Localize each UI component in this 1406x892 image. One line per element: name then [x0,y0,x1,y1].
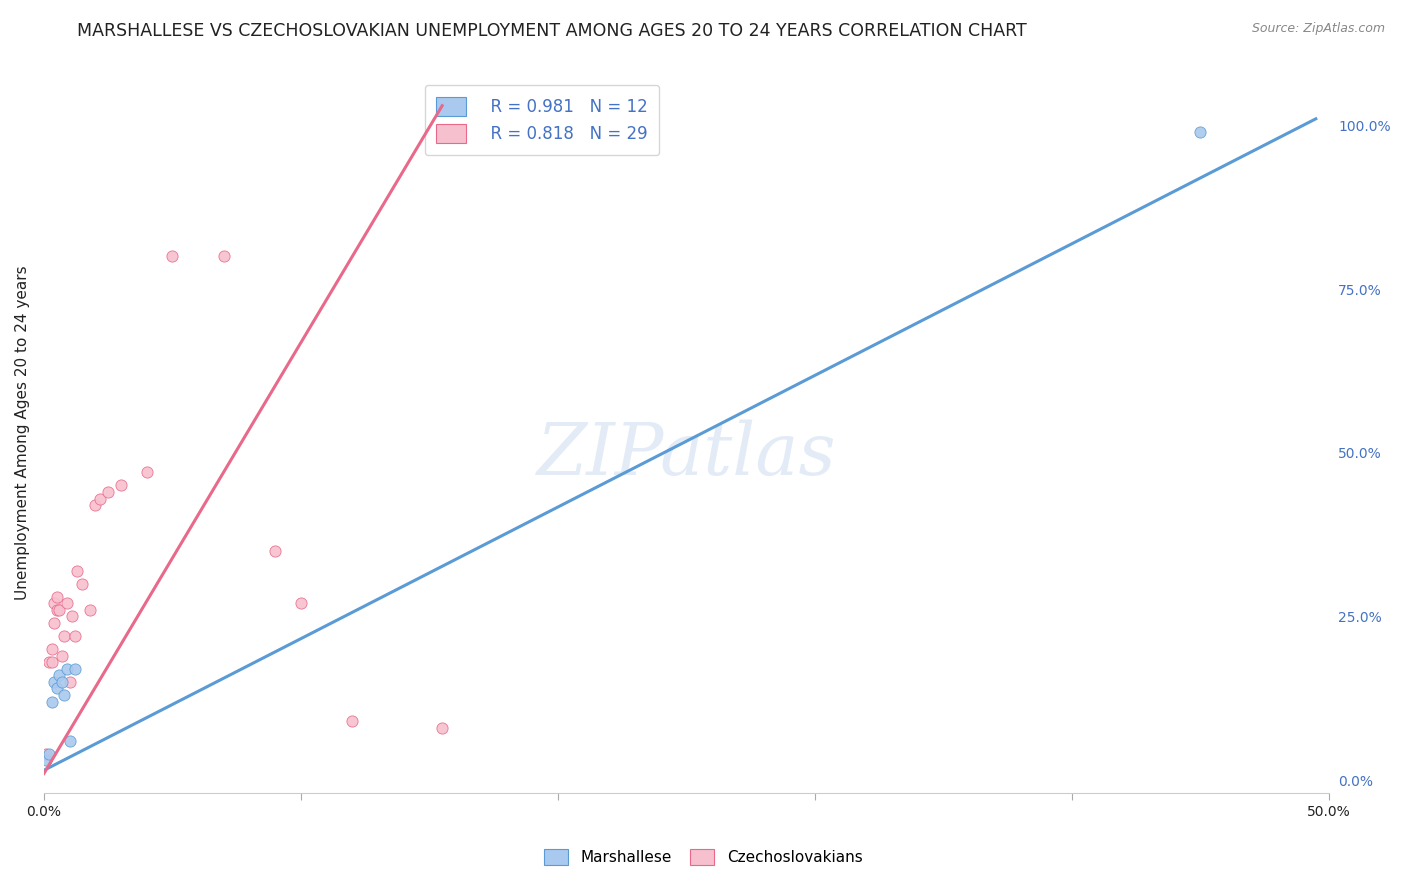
Point [44,596,66,610]
Point [1189,125,1212,139]
Point [110,478,132,492]
Point [35,747,58,761]
Point [41,694,63,708]
Point [56,596,79,610]
Point [162,249,184,263]
Text: MARSHALLESE VS CZECHOSLOVAKIAN UNEMPLOYMENT AMONG AGES 20 TO 24 YEARS CORRELATIO: MARSHALLESE VS CZECHOSLOVAKIAN UNEMPLOYM… [77,22,1026,40]
Point [45,603,67,617]
Point [35,754,58,768]
Point [264,544,287,558]
Point [58,674,80,689]
Point [38,655,60,669]
Text: Source: ZipAtlas.com: Source: ZipAtlas.com [1251,22,1385,36]
Point [212,249,235,263]
Point [58,734,80,748]
Point [48,668,70,682]
Point [342,714,364,729]
Point [79,603,101,617]
Point [53,688,76,702]
Point [41,655,63,669]
Point [45,590,67,604]
Point [51,648,73,663]
Point [66,564,89,578]
Point [51,674,73,689]
Point [63,662,86,676]
Point [44,615,66,630]
Point [72,576,94,591]
Point [63,629,86,643]
Legend:   R = 0.981   N = 12,   R = 0.818   N = 29: R = 0.981 N = 12, R = 0.818 N = 29 [425,85,659,155]
Point [56,662,79,676]
Point [38,747,60,761]
Point [44,674,66,689]
Point [97,485,120,500]
Legend: Marshallese, Czechoslovakians: Marshallese, Czechoslovakians [537,843,869,871]
Point [53,629,76,643]
Point [45,681,67,696]
Point [60,609,83,624]
Point [135,466,157,480]
Point [41,642,63,657]
Text: ZIPatlas: ZIPatlas [537,419,837,490]
Point [290,596,312,610]
Point [430,721,453,735]
Point [84,498,107,512]
Y-axis label: Unemployment Among Ages 20 to 24 years: Unemployment Among Ages 20 to 24 years [15,266,30,600]
Point [48,603,70,617]
Point [89,491,111,506]
